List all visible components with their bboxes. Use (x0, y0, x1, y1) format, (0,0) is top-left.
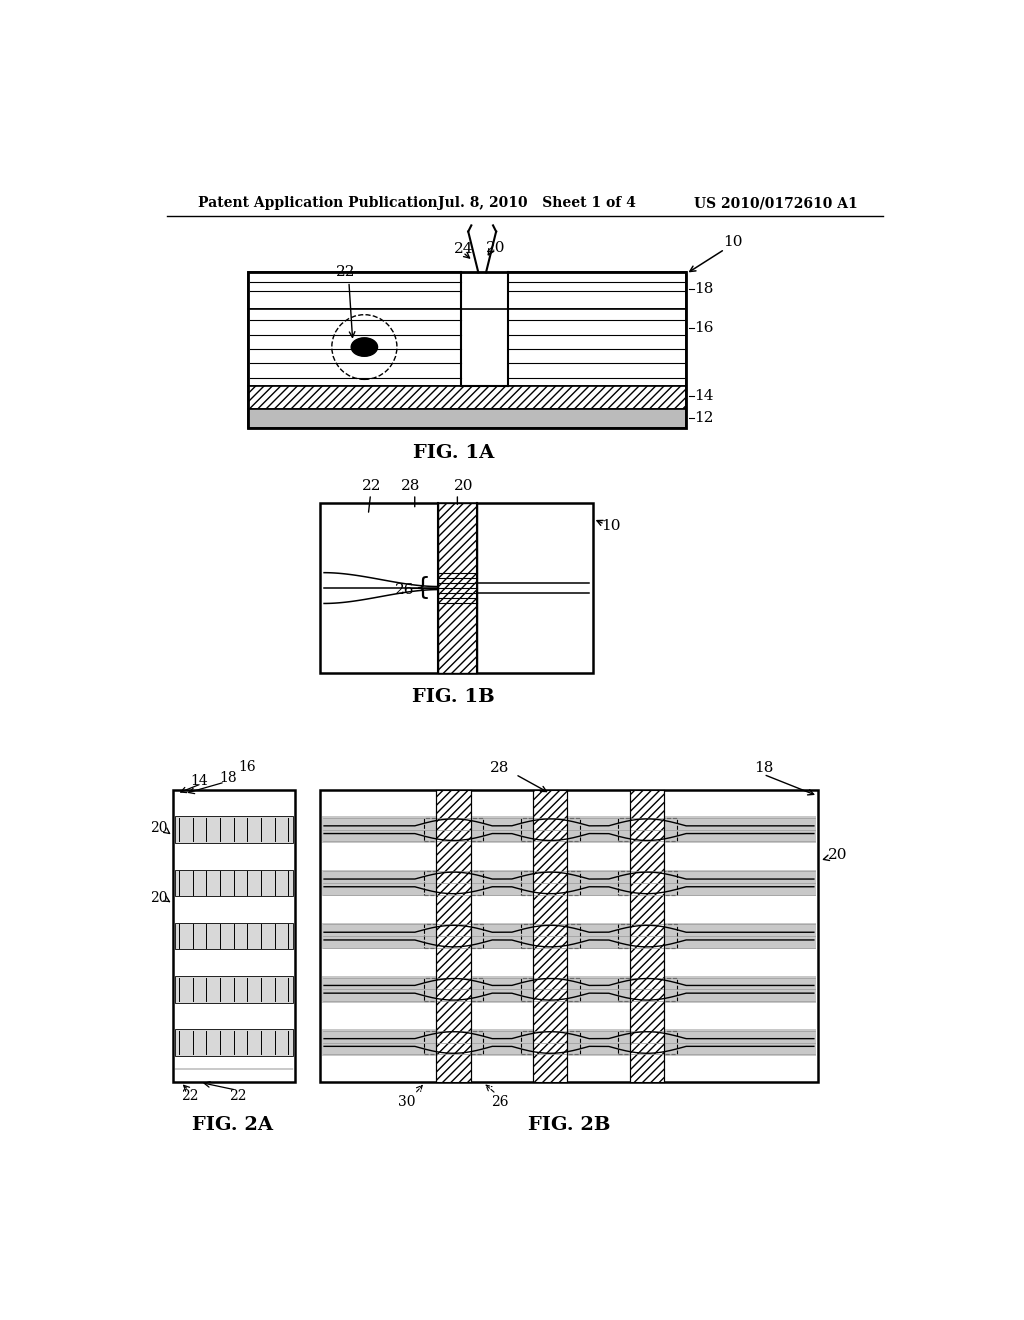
Bar (630, 789, 665, 1082)
Text: FIG. 1B: FIG. 1B (412, 689, 495, 706)
Text: 26: 26 (492, 1094, 509, 1109)
Bar (174, 870, 293, 896)
Text: 12: 12 (693, 411, 714, 425)
Bar (322, 923, 816, 949)
Text: 18: 18 (693, 282, 713, 296)
Bar (174, 816, 293, 843)
Text: 20: 20 (150, 821, 167, 836)
Bar (248, 385, 686, 409)
Text: 16: 16 (238, 760, 256, 774)
Bar (321, 503, 593, 673)
Bar (424, 1031, 483, 1055)
Text: 28: 28 (490, 762, 510, 775)
Text: 24: 24 (454, 243, 473, 256)
Bar (248, 409, 686, 428)
Bar (617, 978, 677, 1001)
Bar (174, 1030, 293, 1056)
Bar (322, 816, 816, 843)
Text: US 2010/0172610 A1: US 2010/0172610 A1 (693, 197, 857, 210)
Text: 22: 22 (336, 265, 355, 280)
Text: FIG. 2A: FIG. 2A (193, 1115, 273, 1134)
Bar (534, 789, 567, 1082)
Bar (521, 1031, 580, 1055)
Text: 30: 30 (398, 1094, 416, 1109)
Text: 20: 20 (827, 849, 847, 862)
Bar (322, 1030, 816, 1056)
Bar (508, 272, 686, 309)
Text: FIG. 1A: FIG. 1A (413, 444, 495, 462)
Bar (438, 503, 477, 673)
Bar (248, 272, 461, 309)
Bar (436, 789, 471, 1082)
Text: 22: 22 (228, 1089, 246, 1104)
Text: 14: 14 (190, 774, 208, 788)
Text: 22: 22 (362, 479, 382, 494)
Bar (617, 924, 677, 948)
Bar (322, 870, 816, 896)
Bar (322, 975, 816, 1003)
Text: Patent Application Publication: Patent Application Publication (198, 197, 437, 210)
Bar (174, 975, 293, 1003)
Bar (424, 818, 483, 841)
Text: 28: 28 (400, 479, 420, 494)
Bar (248, 272, 686, 428)
Bar (617, 818, 677, 841)
Text: 18: 18 (219, 771, 238, 785)
Bar (248, 309, 686, 385)
Bar (424, 978, 483, 1001)
Bar (617, 1031, 677, 1055)
Bar (173, 789, 295, 1082)
Bar (424, 871, 483, 895)
Bar (521, 978, 580, 1001)
Text: 18: 18 (755, 762, 773, 775)
Bar (424, 924, 483, 948)
Text: 16: 16 (693, 321, 714, 335)
Bar (521, 924, 580, 948)
Text: 20: 20 (454, 479, 473, 494)
Text: 26: 26 (395, 583, 415, 598)
Text: 22: 22 (180, 1089, 199, 1104)
Ellipse shape (351, 338, 378, 356)
Bar (521, 818, 580, 841)
Text: 10: 10 (723, 235, 742, 248)
Text: FIG. 2B: FIG. 2B (528, 1115, 611, 1134)
Text: 10: 10 (601, 520, 621, 533)
Text: {: { (415, 576, 431, 601)
Bar (617, 871, 677, 895)
Text: 14: 14 (693, 388, 714, 403)
Text: 20: 20 (486, 240, 506, 255)
Bar (174, 923, 293, 949)
Text: 20: 20 (150, 891, 167, 904)
Bar (521, 871, 580, 895)
Bar (321, 789, 818, 1082)
Text: Jul. 8, 2010   Sheet 1 of 4: Jul. 8, 2010 Sheet 1 of 4 (438, 197, 636, 210)
